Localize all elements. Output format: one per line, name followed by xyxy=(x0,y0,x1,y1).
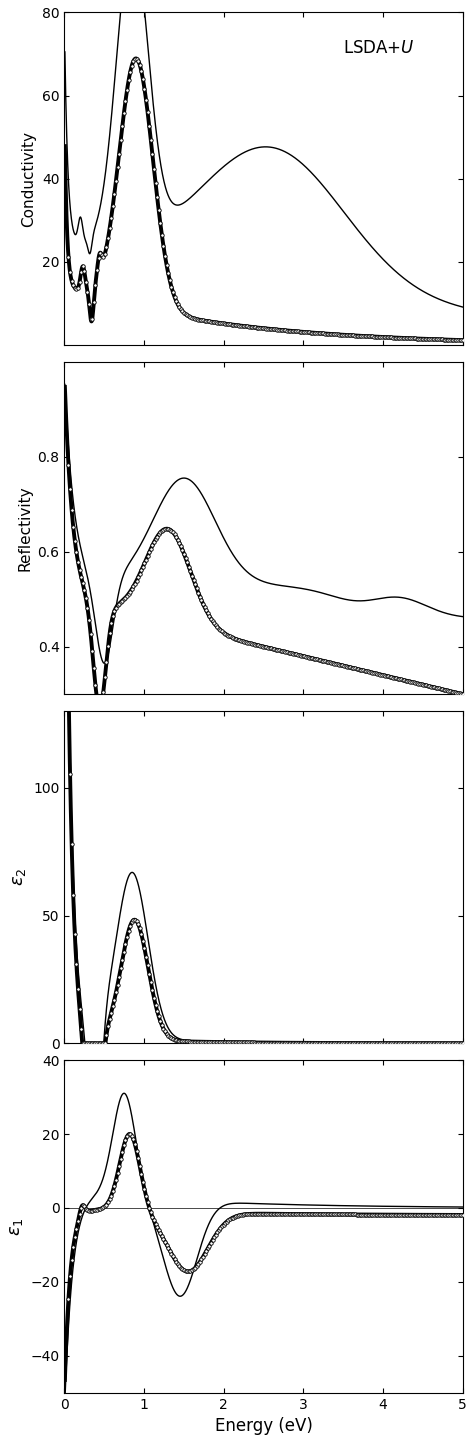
Y-axis label: Reflectivity: Reflectivity xyxy=(17,485,32,571)
Y-axis label: $\varepsilon_2$: $\varepsilon_2$ xyxy=(9,868,27,887)
Y-axis label: $\varepsilon_1$: $\varepsilon_1$ xyxy=(7,1217,25,1236)
Text: LSDA+$U$: LSDA+$U$ xyxy=(343,39,415,58)
Y-axis label: Conductivity: Conductivity xyxy=(21,131,36,226)
X-axis label: Energy (eV): Energy (eV) xyxy=(215,1417,312,1435)
